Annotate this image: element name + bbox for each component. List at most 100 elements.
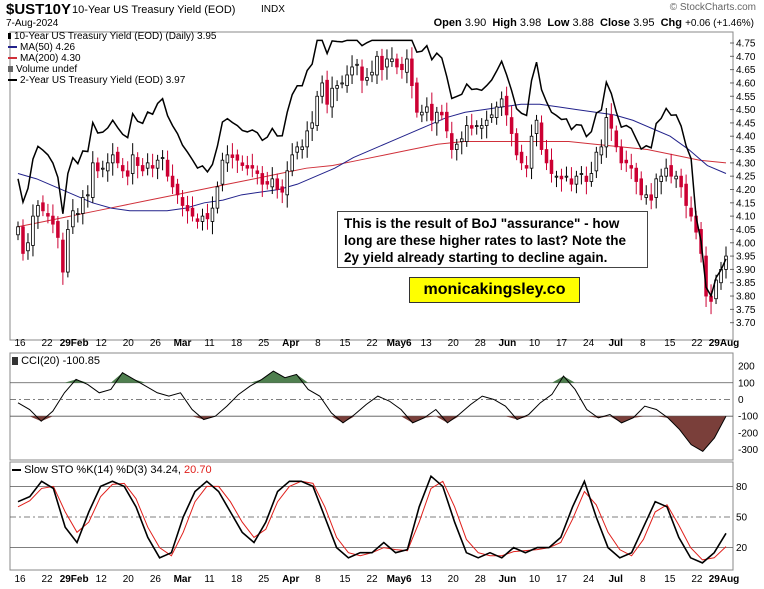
candle-body bbox=[56, 221, 60, 238]
price-x-tick-label: 22 bbox=[691, 338, 703, 349]
candle-body bbox=[220, 159, 225, 185]
cci-label-icon bbox=[12, 357, 18, 366]
candle-body bbox=[649, 194, 653, 201]
candle-body bbox=[469, 125, 474, 129]
legend-two-year: 2-Year US Treasury Yield (EOD) 3.97 bbox=[8, 75, 185, 86]
candle-body bbox=[61, 239, 65, 273]
candle-body bbox=[210, 207, 215, 222]
candle-body bbox=[230, 154, 235, 158]
price-y-tick-label: 4.65 bbox=[736, 65, 756, 76]
sto-x-tick-label: Jun bbox=[498, 574, 516, 585]
open-value: 3.90 bbox=[464, 17, 487, 29]
candle-body bbox=[365, 77, 369, 81]
candle-body bbox=[135, 157, 140, 166]
candle-body bbox=[679, 175, 683, 188]
candle-body bbox=[464, 125, 469, 142]
candle-body bbox=[180, 197, 185, 206]
candle-body bbox=[440, 111, 444, 116]
candle-body bbox=[509, 117, 514, 134]
cci-y-tick-label: -200 bbox=[738, 428, 758, 439]
cci-y-tick-label: -300 bbox=[738, 445, 758, 456]
sto-panel-frame bbox=[9, 461, 734, 571]
sto-y-tick-label: 50 bbox=[736, 513, 748, 524]
sto-y-tick-label: 80 bbox=[736, 482, 748, 493]
x-axis-ticks: 16 16 22 22 29Feb 29Feb 12 12 20 20 26 26 Mar Mar 11 11… bbox=[14, 338, 739, 585]
low-label: Low bbox=[547, 17, 570, 29]
price-x-tick-label: 15 bbox=[664, 338, 676, 349]
candle-body bbox=[21, 226, 25, 254]
candle-body bbox=[375, 55, 379, 76]
price-x-tick-label: 15 bbox=[339, 338, 351, 349]
two-year-legend-swatch bbox=[8, 79, 17, 82]
candle-body bbox=[584, 175, 589, 182]
price-x-tick-label: May6 bbox=[387, 338, 412, 349]
candle-body bbox=[629, 165, 634, 169]
sto-x-tick-label: 22 bbox=[42, 574, 54, 585]
legend-ma50-text: MA(50) 4.26 bbox=[20, 42, 76, 53]
price-x-tick-label: 24 bbox=[583, 338, 595, 349]
candle-body bbox=[474, 125, 479, 127]
sto-x-tick-label: 25 bbox=[258, 574, 270, 585]
price-y-tick-label: 3.85 bbox=[736, 278, 756, 289]
brand-watermark: monicakingsley.co bbox=[409, 277, 580, 303]
candle-body bbox=[320, 82, 324, 97]
candle-body bbox=[335, 85, 339, 89]
candle-body bbox=[519, 151, 524, 164]
candle-body bbox=[250, 165, 255, 169]
candle-body bbox=[400, 63, 404, 71]
sto-d-path bbox=[17, 480, 727, 561]
candle-body bbox=[644, 194, 648, 198]
cci-label-text: CCI(20) -100.85 bbox=[21, 355, 100, 367]
candle-body bbox=[205, 213, 210, 220]
sto-x-tick-label: 29Aug bbox=[709, 574, 740, 585]
sto-x-tick-label: 28 bbox=[475, 574, 487, 585]
candle-body bbox=[514, 133, 519, 156]
ma50-path bbox=[17, 103, 727, 212]
candle-body bbox=[140, 165, 145, 172]
candle-body bbox=[539, 122, 544, 150]
ma50-legend-swatch bbox=[8, 46, 17, 49]
legend-ma200-text: MA(200) 4.30 bbox=[20, 53, 81, 64]
close-label: Close bbox=[600, 17, 630, 29]
candle-body bbox=[170, 175, 175, 188]
price-y-tick-label: 3.95 bbox=[736, 252, 756, 263]
candle-body bbox=[240, 162, 245, 166]
high-label: High bbox=[492, 17, 517, 29]
price-x-tick-label: Jun bbox=[498, 338, 516, 349]
candle-body bbox=[330, 87, 334, 108]
price-x-tick-label: Mar bbox=[174, 338, 192, 349]
sto-x-tick-label: May6 bbox=[387, 574, 412, 585]
ohlc-readout: Open 3.90 High 3.98 Low 3.88 Close 3.95 … bbox=[434, 17, 754, 29]
candle-body bbox=[245, 165, 250, 169]
sto-x-tick-label: 26 bbox=[150, 574, 162, 585]
price-x-tick-label: 20 bbox=[123, 338, 135, 349]
cci-path bbox=[17, 370, 727, 452]
sto-y-tick-label: 20 bbox=[736, 543, 748, 554]
candle-body bbox=[120, 165, 125, 172]
candle-body bbox=[100, 167, 105, 170]
annotation-box: This is the result of BoJ "assurance" - … bbox=[337, 211, 648, 268]
candle-body bbox=[554, 175, 559, 178]
cci-y-tick-label: 100 bbox=[738, 378, 755, 389]
candle-body bbox=[385, 58, 389, 68]
candle-body bbox=[145, 162, 150, 169]
price-y-tick-label: 3.80 bbox=[736, 292, 756, 303]
legend-price: 10-Year US Treasury Yield (EOD) (Daily) … bbox=[8, 31, 217, 42]
candle-body bbox=[81, 197, 85, 214]
two-year-yield-line bbox=[17, 39, 727, 298]
candle-body bbox=[345, 74, 349, 87]
candle-body bbox=[41, 202, 45, 212]
candle-body bbox=[479, 125, 484, 129]
candle-body bbox=[579, 173, 584, 175]
sto-x-tick-label: 12 bbox=[96, 574, 108, 585]
candle-body bbox=[405, 58, 409, 73]
candle-body bbox=[674, 175, 678, 180]
sto-label-text: Slow STO %K(14) %D(3) 34.24, bbox=[24, 464, 181, 476]
candle-body bbox=[484, 119, 489, 126]
sto-x-tick-label: 24 bbox=[583, 574, 595, 585]
price-x-tick-label: 22 bbox=[366, 338, 378, 349]
price-x-tick-label: Apr bbox=[282, 338, 299, 349]
price-y-tick-label: 3.75 bbox=[736, 305, 756, 316]
candle-body bbox=[360, 66, 364, 81]
